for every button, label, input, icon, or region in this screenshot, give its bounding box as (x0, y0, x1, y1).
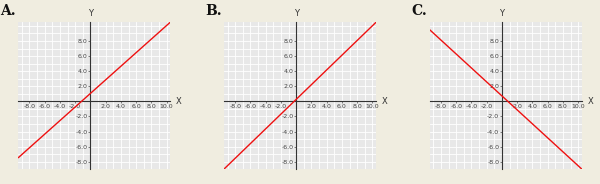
Text: B.: B. (205, 4, 222, 18)
Text: Y: Y (88, 9, 93, 18)
Text: Y: Y (499, 9, 505, 18)
Text: A.: A. (0, 4, 16, 18)
Text: X: X (176, 97, 182, 106)
Text: Y: Y (293, 9, 299, 18)
Text: X: X (382, 97, 388, 106)
Text: C.: C. (411, 4, 427, 18)
Text: X: X (587, 97, 593, 106)
